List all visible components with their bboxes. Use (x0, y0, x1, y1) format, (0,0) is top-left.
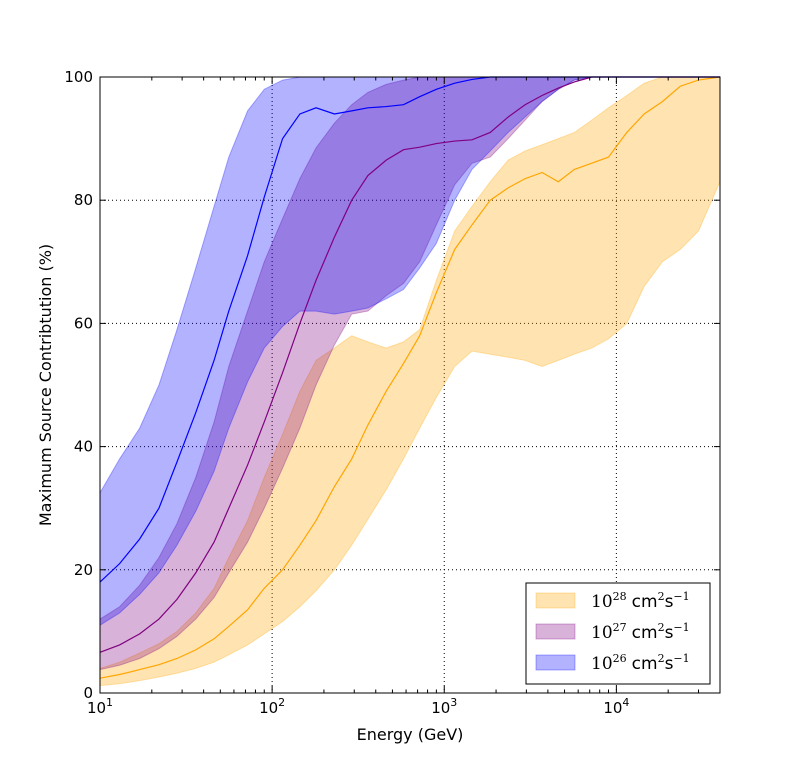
legend-legend-base: 10 (591, 592, 613, 612)
y-tick-label: 0 (83, 684, 93, 702)
legend-legend-exp: 27 (613, 621, 627, 634)
y-tick-label: 80 (74, 191, 93, 209)
legend-legend-base: 10 (591, 623, 613, 643)
legend-legend-base: 10 (591, 654, 613, 674)
x-tick-exponent: 1 (106, 696, 113, 709)
legend-legend-unit-exp: 2 (658, 652, 665, 665)
legend-legend-unit2-exp: −1 (673, 652, 689, 665)
legend-legend-unit: cm (632, 592, 658, 612)
x-tick-base: 10 (603, 699, 622, 717)
y-tick-label: 60 (74, 314, 93, 332)
legend-legend-unit-exp: 2 (658, 621, 665, 634)
legend-label-series-2: 1026 cm2s−1 (591, 652, 690, 674)
x-tick-exponent: 4 (622, 696, 629, 709)
legend-label-series-0: 1028 cm2s−1 (591, 590, 690, 612)
legend-legend-exp: 28 (613, 590, 627, 603)
x-axis-label: Energy (GeV) (357, 725, 464, 744)
legend-legend-unit2: s (665, 623, 674, 643)
x-tick-base: 10 (259, 699, 278, 717)
legend-legend-unit2: s (665, 592, 674, 612)
ticks (99, 76, 720, 694)
legend-frame (525, 582, 711, 685)
y-tick-label: 100 (64, 68, 93, 86)
x-tick-label: 102 (259, 696, 285, 717)
legend-legend-unit-exp: 2 (658, 590, 665, 603)
legend-legend-unit2-exp: −1 (673, 621, 689, 634)
y-tick-label: 40 (74, 438, 93, 456)
x-tick-exponent: 3 (450, 696, 457, 709)
plot-frame (99, 76, 721, 694)
x-tick-label: 103 (431, 696, 457, 717)
legend-label-series-1: 1027 cm2s−1 (591, 621, 690, 643)
legend-swatch-series-0 (535, 592, 576, 609)
legend-swatch-series-1 (535, 623, 576, 640)
legend-legend-unit2-exp: −1 (673, 590, 689, 603)
x-tick-label: 104 (603, 696, 629, 717)
median-line-series-0 (99, 76, 721, 679)
legend-legend-unit: cm (632, 623, 658, 643)
x-tick-base: 10 (431, 699, 450, 717)
y-axis-label: Maximum Source Contribtution (%) (36, 244, 55, 526)
y-tick-label: 20 (74, 561, 93, 579)
legend-legend-unit2: s (665, 654, 674, 674)
x-tick-base: 10 (87, 699, 106, 717)
grid (100, 77, 720, 693)
legend-legend-exp: 26 (613, 652, 627, 665)
legend-legend-unit: cm (632, 654, 658, 674)
x-tick-exponent: 2 (278, 696, 285, 709)
x-tick-label: 101 (87, 696, 113, 717)
legend-swatch-series-2 (535, 654, 576, 671)
